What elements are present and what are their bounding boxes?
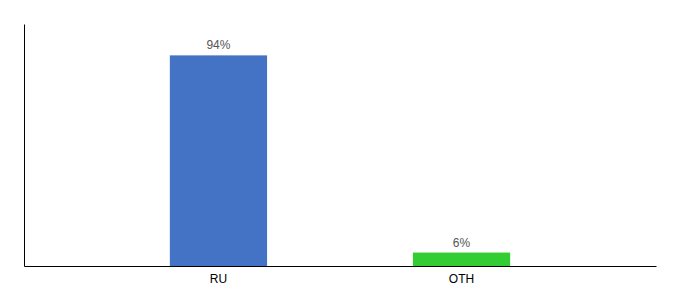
x-tick: RU — [210, 272, 227, 286]
plot-area: 94% 6% RU OTH — [25, 25, 657, 286]
y-axis-line — [24, 25, 25, 267]
x-tick-label: OTH — [449, 272, 474, 286]
data-label: 94% — [206, 38, 230, 52]
x-tick-label: RU — [210, 272, 227, 286]
chart: 94% 6% RU OTH — [0, 0, 680, 300]
x-axis: RU OTH — [25, 267, 657, 286]
data-labels: 94% 6% — [206, 38, 470, 249]
bar — [413, 253, 510, 266]
data-label: 6% — [453, 236, 471, 250]
y-axis — [24, 25, 25, 267]
bars — [170, 55, 510, 266]
bar — [170, 55, 267, 266]
x-tick: OTH — [449, 272, 474, 286]
x-axis-line — [25, 266, 657, 267]
